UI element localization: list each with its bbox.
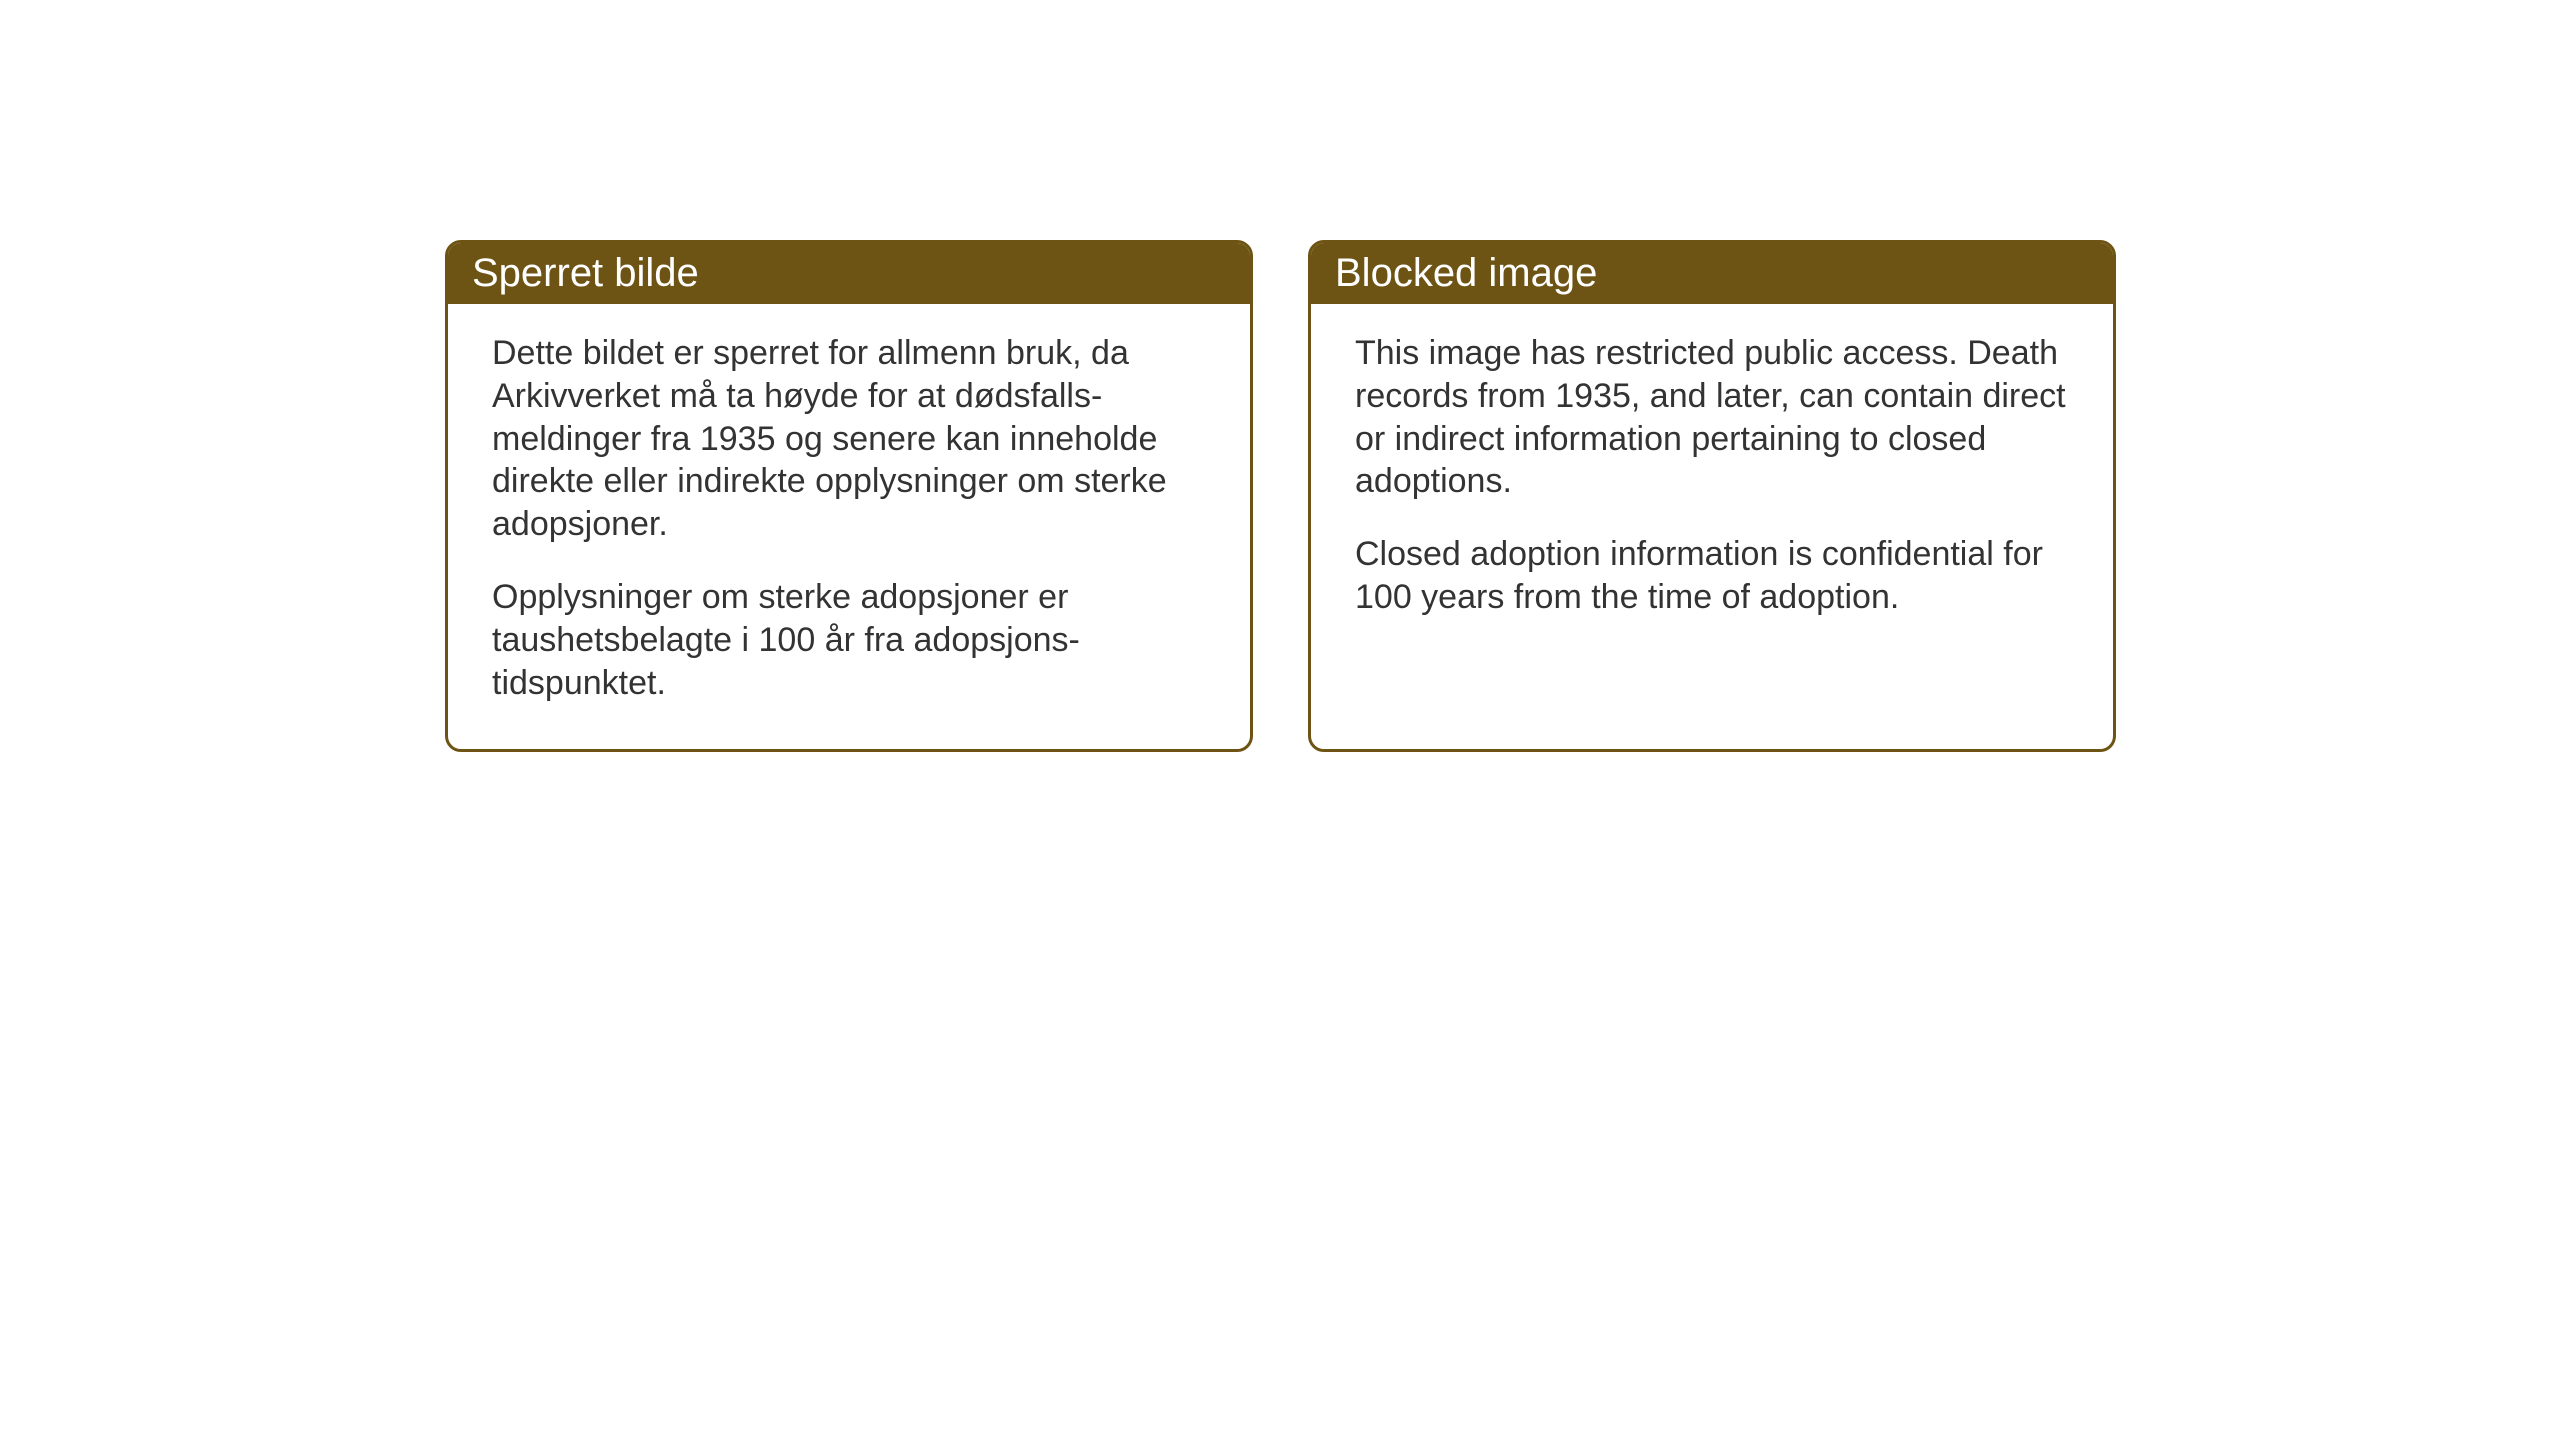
card-paragraph: Opplysninger om sterke adopsjoner er tau… (492, 576, 1206, 704)
card-norwegian: Sperret bilde Dette bildet er sperret fo… (445, 240, 1253, 752)
card-paragraph: This image has restricted public access.… (1355, 332, 2069, 503)
card-header: Blocked image (1311, 243, 2113, 304)
card-paragraph: Closed adoption information is confident… (1355, 533, 2069, 619)
cards-container: Sperret bilde Dette bildet er sperret fo… (445, 240, 2116, 752)
card-paragraph: Dette bildet er sperret for allmenn bruk… (492, 332, 1206, 546)
card-header: Sperret bilde (448, 243, 1250, 304)
card-body: Dette bildet er sperret for allmenn bruk… (448, 304, 1250, 741)
card-english: Blocked image This image has restricted … (1308, 240, 2116, 752)
card-title: Blocked image (1335, 251, 1597, 295)
card-title: Sperret bilde (472, 251, 699, 295)
card-body: This image has restricted public access.… (1311, 304, 2113, 655)
